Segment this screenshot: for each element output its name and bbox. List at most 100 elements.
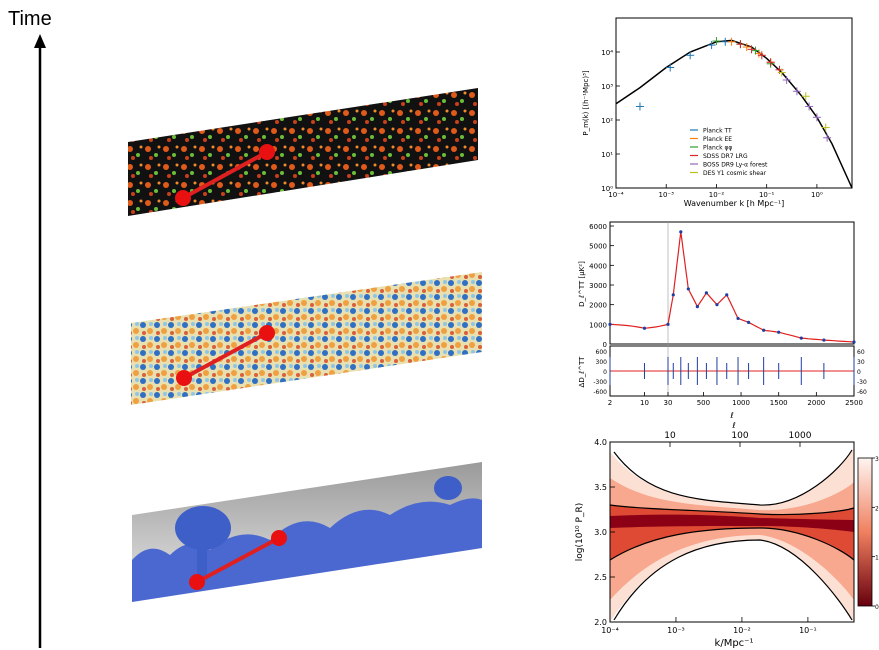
tt-ytick-label: 5000 (589, 243, 607, 251)
mp-xtick-label: 10⁰ (811, 191, 823, 199)
pr-ytick-label: 3.0 (594, 528, 607, 537)
pr-xtick-label: 10⁻⁴ (601, 626, 619, 635)
tt-data-point (686, 287, 690, 291)
tt-xtick-label: 1000 (732, 399, 750, 407)
pr-contour-upper-2 (613, 449, 853, 506)
tt-data-point (679, 230, 683, 234)
pr-top-tick-label: 1000 (789, 431, 812, 441)
tt-data-point (736, 316, 740, 321)
matter-power-panel: 10⁻⁴ 10⁻³ 10⁻² 10⁻¹ 10⁰ 10⁰ 10¹ 10² 10³ 10⁴ Planc… (582, 17, 853, 208)
fluid-surface (132, 498, 482, 602)
pr-colorbar (857, 457, 873, 607)
large-scale-structure-slab (128, 88, 478, 216)
pr-top-tick-label: 10 (664, 431, 676, 441)
mp-xlabel: Wavenumber k [h Mpc⁻¹] (684, 199, 785, 208)
tt-xtick-label: 500 (697, 399, 710, 407)
tt-xlabel-1: ℓ (729, 411, 733, 420)
tt-xtick-label: 10 (640, 399, 649, 407)
tt-res-ytick-label-right: 30 (857, 359, 865, 366)
tt-data-point (822, 338, 826, 342)
tt-res-ytick-label: -300 (593, 379, 607, 386)
tt-xtick-label: 30 (664, 399, 673, 407)
tt-xtick-label: 1500 (770, 399, 788, 407)
tt-data-point (852, 340, 856, 344)
tt-theory-curve (609, 231, 855, 343)
time-axis-label: Time (8, 8, 52, 30)
cmb-tt-panel: 2 10 30 500 1000 1500 2000 2500 0 1000 2000 3000 400… (578, 221, 867, 430)
tt-res-ytick-label-right: 0 (857, 369, 861, 376)
tt-xtick-label: 2000 (807, 399, 825, 407)
fluid-bubble-small (434, 476, 462, 500)
pr-ylabel: log(10¹⁰ P_R) (575, 503, 585, 561)
fluid-stem (197, 545, 207, 580)
mp-ytick-label: 10⁰ (601, 185, 613, 193)
tt-data-point (671, 293, 675, 297)
mp-xtick-label: 10⁻⁴ (608, 191, 624, 199)
mp-legend-label: Planck TT (703, 128, 732, 135)
cmb-point-a (176, 370, 192, 386)
fluid-bubble-large (175, 506, 231, 550)
mp-ylabel: P_m(k) [(h⁻¹Mpc)³] (582, 70, 590, 136)
tt-res-ylabel: ΔD_ℓ^TT (578, 356, 586, 388)
pr-ytick-label: 3.5 (594, 483, 607, 492)
pr-contour-upper-1 (609, 504, 855, 516)
pr-contour-lower-2 (613, 539, 853, 621)
time-axis-arrowhead (34, 34, 46, 48)
mp-xtick-label: 10⁻³ (659, 191, 675, 199)
mp-ytick-label: 10⁴ (601, 49, 613, 57)
lss-separation-line (182, 150, 268, 200)
mp-ytick-label: 10³ (601, 83, 613, 91)
tt-ytick-label: 6000 (589, 223, 607, 231)
tt-res-ytick-label: -600 (593, 389, 607, 396)
tt-data-point (608, 322, 612, 326)
pr-cbar-label: 0σ (875, 604, 879, 611)
tt-ytick-label: 3000 (589, 282, 607, 290)
tt-ylabel: D_ℓ^TT [μK²] (578, 261, 586, 307)
pr-median-band (610, 514, 854, 532)
tt-data-point (725, 293, 729, 297)
tt-data-point (704, 291, 709, 295)
tt-xtick-label: 2 (608, 399, 612, 407)
mp-legend-label: Planck EE (703, 136, 732, 143)
lss-point-b (259, 144, 275, 160)
pr-cbar-label: 3σ (875, 456, 879, 463)
cmb-point-b (259, 325, 275, 341)
tt-res-ytick-label-right: -30 (857, 379, 867, 386)
cmb-slab (131, 272, 482, 405)
fluid-separation-line (196, 536, 280, 584)
tt-data-point (777, 330, 781, 334)
tt-res-ytick-label: 600 (596, 349, 608, 356)
tt-ytick-label: 1000 (589, 321, 607, 329)
mp-ytick-label: 10² (601, 117, 613, 125)
pr-ytick-label: 2.5 (594, 573, 607, 582)
tt-res-ytick-label-right: -60 (857, 389, 867, 396)
pr-xtick-label: 10⁻³ (667, 626, 685, 635)
tt-ytick-label: 4000 (589, 262, 607, 270)
tt-data-point (642, 326, 647, 330)
primordial-panel: 10⁻⁴ 10⁻³ 10⁻² 10⁻¹ 2.0 2.5 3.0 3.5 4.0 10 100 1000… (575, 431, 879, 649)
mp-xtick-label: 10⁻² (709, 191, 725, 199)
pr-xlabel: k/Mpc⁻¹ (715, 638, 754, 649)
mp-legend-label: Planck φφ (703, 145, 732, 152)
tt-xtick-label: 2500 (845, 399, 863, 407)
pr-cbar-label: 1σ (875, 555, 879, 562)
fluid-point-a (189, 574, 205, 590)
pr-xtick-label: 10⁻² (733, 626, 751, 635)
mp-legend-label: SDSS DR7 LRG (703, 153, 748, 160)
lss-point-a (175, 190, 191, 206)
pr-top-tick-label: 100 (731, 431, 748, 441)
tt-res-ytick-label: 0 (603, 369, 607, 376)
tt-data-point (762, 328, 766, 332)
tt-xlabel-2: ℓ (731, 421, 735, 430)
tt-frame (609, 221, 855, 345)
pr-xtick-label: 10⁻¹ (799, 626, 817, 635)
pr-ytick-label: 4.0 (594, 438, 607, 447)
tt-ytick-label: 2000 (589, 302, 607, 310)
pr-2sigma-band (610, 478, 854, 600)
mp-legend-label: DES Y1 cosmic shear (703, 170, 767, 177)
pr-contour-lower-1 (609, 527, 855, 561)
tt-data-point (695, 305, 699, 309)
pr-cbar-label: 2σ (875, 505, 879, 512)
pr-ytick-label: 2.0 (594, 618, 607, 627)
